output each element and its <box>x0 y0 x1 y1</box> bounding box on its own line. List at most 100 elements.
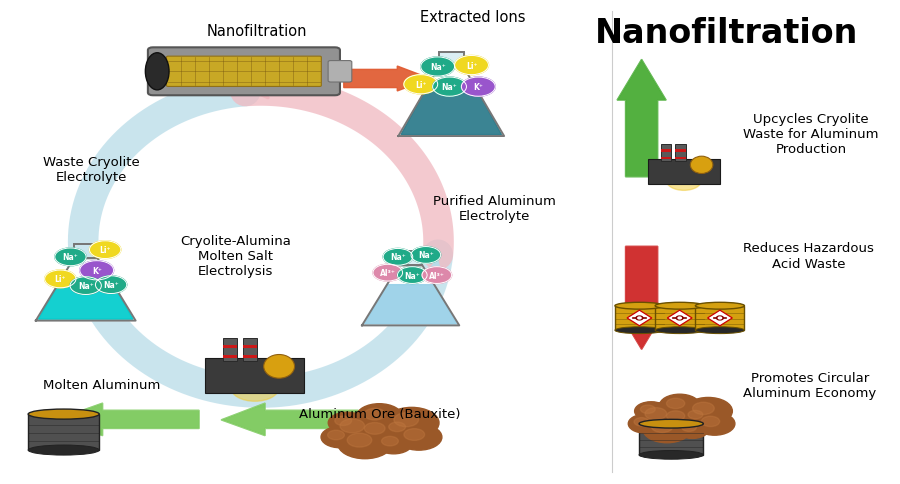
Circle shape <box>676 420 709 439</box>
Text: Na⁺: Na⁺ <box>63 253 78 262</box>
Circle shape <box>394 413 418 427</box>
Text: Li⁺: Li⁺ <box>466 61 477 70</box>
FancyBboxPatch shape <box>166 57 321 87</box>
Text: Upcycles Cryolite
Waste for Aluminum
Production: Upcycles Cryolite Waste for Aluminum Pro… <box>743 113 878 156</box>
Circle shape <box>634 402 668 421</box>
Text: Waste Cryolite
Electrolyte: Waste Cryolite Electrolyte <box>43 156 140 184</box>
Circle shape <box>422 267 452 284</box>
Text: Na⁺: Na⁺ <box>430 63 446 72</box>
Polygon shape <box>627 311 652 326</box>
Circle shape <box>89 242 121 259</box>
Circle shape <box>404 429 425 440</box>
Polygon shape <box>399 252 422 266</box>
Polygon shape <box>362 266 459 326</box>
Circle shape <box>373 265 402 282</box>
FancyBboxPatch shape <box>243 355 257 359</box>
Polygon shape <box>55 403 199 436</box>
Ellipse shape <box>696 302 744 309</box>
Text: Aluminum Ore (Bauxite): Aluminum Ore (Bauxite) <box>299 407 460 420</box>
Text: Nanofiltration: Nanofiltration <box>206 24 307 39</box>
Ellipse shape <box>146 54 169 91</box>
Circle shape <box>375 433 412 454</box>
Text: Nanofiltration: Nanofiltration <box>595 17 858 50</box>
FancyBboxPatch shape <box>205 359 304 393</box>
Circle shape <box>628 414 662 433</box>
Text: Li⁺: Li⁺ <box>415 80 427 90</box>
Ellipse shape <box>615 302 664 309</box>
Ellipse shape <box>655 302 704 309</box>
Polygon shape <box>344 67 430 92</box>
Ellipse shape <box>690 157 713 174</box>
FancyBboxPatch shape <box>661 157 671 160</box>
Polygon shape <box>667 311 692 326</box>
Text: Na⁺: Na⁺ <box>404 271 420 280</box>
FancyBboxPatch shape <box>648 160 720 184</box>
Polygon shape <box>617 60 666 178</box>
Circle shape <box>718 318 722 319</box>
Circle shape <box>643 416 691 443</box>
Text: Al³⁺: Al³⁺ <box>380 269 396 278</box>
Circle shape <box>364 423 385 434</box>
Text: Na⁺: Na⁺ <box>442 83 457 92</box>
Text: K⁺: K⁺ <box>92 266 102 275</box>
Circle shape <box>660 407 700 430</box>
Circle shape <box>389 422 406 432</box>
Circle shape <box>638 318 641 319</box>
Circle shape <box>382 437 399 446</box>
Ellipse shape <box>696 327 744 334</box>
Circle shape <box>636 403 685 430</box>
FancyBboxPatch shape <box>148 48 340 96</box>
Text: Na⁺: Na⁺ <box>77 282 94 290</box>
Circle shape <box>636 317 643 320</box>
Text: Cryolite-Alumina
Molten Salt
Electrolysis: Cryolite-Alumina Molten Salt Electrolysi… <box>180 235 291 278</box>
Circle shape <box>338 428 392 459</box>
FancyBboxPatch shape <box>675 157 686 160</box>
FancyBboxPatch shape <box>639 424 704 455</box>
Circle shape <box>645 408 667 420</box>
Circle shape <box>678 318 681 319</box>
FancyBboxPatch shape <box>655 306 704 331</box>
Ellipse shape <box>28 409 99 419</box>
Polygon shape <box>364 285 456 324</box>
Text: Promotes Circular
Aluminum Economy: Promotes Circular Aluminum Economy <box>743 371 877 399</box>
Circle shape <box>641 405 655 414</box>
FancyBboxPatch shape <box>675 145 686 162</box>
Text: Li⁺: Li⁺ <box>55 275 66 284</box>
Circle shape <box>328 430 345 440</box>
Circle shape <box>666 171 702 191</box>
Text: Na⁺: Na⁺ <box>418 251 434 260</box>
FancyBboxPatch shape <box>661 145 671 162</box>
Circle shape <box>328 412 365 434</box>
Circle shape <box>382 419 419 439</box>
Circle shape <box>95 276 127 294</box>
Circle shape <box>462 78 495 97</box>
Circle shape <box>398 267 428 284</box>
FancyBboxPatch shape <box>328 61 352 83</box>
Polygon shape <box>74 244 97 259</box>
Circle shape <box>45 271 76 288</box>
Circle shape <box>411 247 441 264</box>
Circle shape <box>634 418 649 426</box>
Ellipse shape <box>615 327 664 334</box>
FancyBboxPatch shape <box>615 306 664 331</box>
Circle shape <box>321 426 358 448</box>
Circle shape <box>701 416 720 427</box>
FancyBboxPatch shape <box>223 338 238 362</box>
FancyBboxPatch shape <box>223 355 238 359</box>
Polygon shape <box>617 247 666 349</box>
Ellipse shape <box>639 420 704 428</box>
Circle shape <box>340 419 364 433</box>
Circle shape <box>716 317 724 320</box>
FancyBboxPatch shape <box>661 150 671 152</box>
Circle shape <box>404 76 437 95</box>
Circle shape <box>660 394 700 417</box>
Text: Extracted Ions: Extracted Ions <box>419 10 525 25</box>
Circle shape <box>682 408 716 426</box>
Polygon shape <box>39 279 133 319</box>
Ellipse shape <box>639 451 704 459</box>
Circle shape <box>347 433 372 447</box>
Circle shape <box>652 420 673 433</box>
Text: Na⁺: Na⁺ <box>390 253 406 262</box>
Circle shape <box>693 402 715 415</box>
Ellipse shape <box>655 327 704 334</box>
